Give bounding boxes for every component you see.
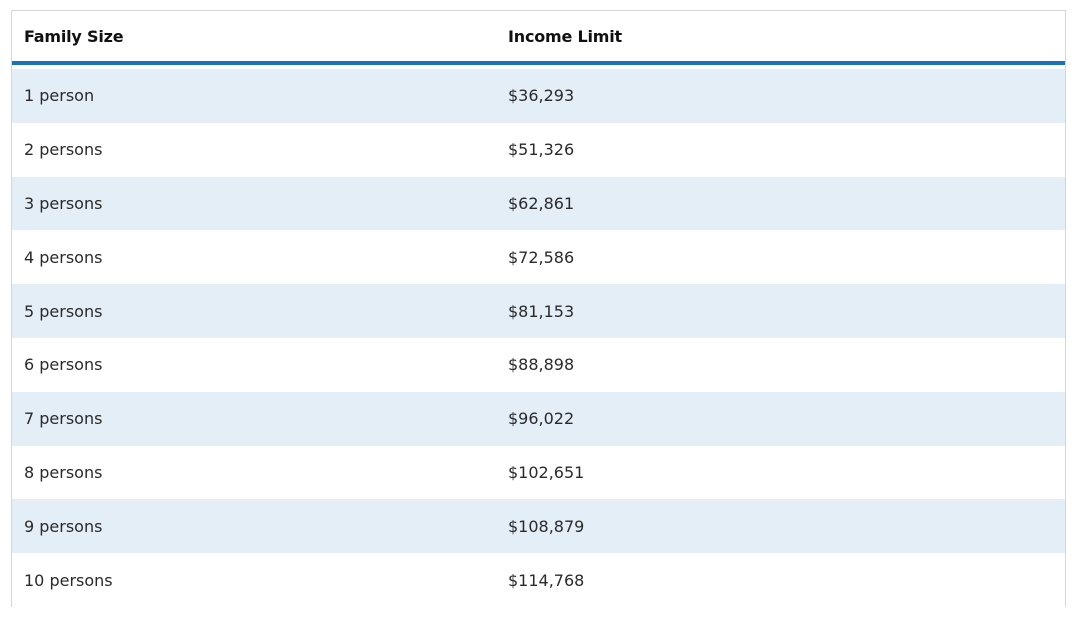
family-size-cell: 10 persons bbox=[24, 570, 113, 590]
family-size-cell: 7 persons bbox=[24, 409, 103, 429]
table-row: 1 person $36,293 bbox=[12, 69, 1065, 123]
income-limit-cell: $72,586 bbox=[508, 247, 575, 267]
family-size-cell: 2 persons bbox=[24, 140, 103, 160]
table-row: 10 persons $114,768 bbox=[12, 553, 1065, 607]
family-size-cell: 5 persons bbox=[24, 301, 103, 321]
income-limit-cell: $51,326 bbox=[508, 140, 575, 160]
table-row: 4 persons $72,586 bbox=[12, 230, 1065, 285]
table-row: 5 persons $81,153 bbox=[12, 284, 1065, 338]
table-row: 7 persons $96,022 bbox=[12, 391, 1065, 446]
table-header-row: Family Size Income Limit bbox=[12, 11, 1065, 65]
income-limit-cell: $62,861 bbox=[508, 193, 575, 213]
income-limit-cell: $102,651 bbox=[508, 462, 585, 482]
header-income-limit: Income Limit bbox=[508, 26, 622, 46]
income-limit-cell: $108,879 bbox=[508, 516, 585, 536]
table-row: 6 persons $88,898 bbox=[12, 337, 1065, 392]
table-body: 1 person $36,293 2 persons $51,326 3 per… bbox=[12, 69, 1065, 607]
income-limit-cell: $88,898 bbox=[508, 355, 575, 375]
family-size-cell: 6 persons bbox=[24, 355, 103, 375]
table-row: 2 persons $51,326 bbox=[12, 122, 1065, 177]
family-size-cell: 9 persons bbox=[24, 516, 103, 536]
family-size-cell: 1 person bbox=[24, 86, 95, 106]
table-row: 9 persons $108,879 bbox=[12, 499, 1065, 554]
table-row: 3 persons $62,861 bbox=[12, 176, 1065, 231]
income-limit-cell: $96,022 bbox=[508, 409, 575, 429]
income-limit-table: Family Size Income Limit 1 person $36,29… bbox=[11, 10, 1066, 607]
income-limit-cell: $36,293 bbox=[508, 86, 575, 106]
family-size-cell: 3 persons bbox=[24, 193, 103, 213]
income-limit-cell: $114,768 bbox=[508, 570, 585, 590]
header-family-size: Family Size bbox=[24, 26, 124, 46]
income-limit-cell: $81,153 bbox=[508, 301, 575, 321]
table-row: 8 persons $102,651 bbox=[12, 445, 1065, 500]
family-size-cell: 8 persons bbox=[24, 462, 103, 482]
family-size-cell: 4 persons bbox=[24, 247, 103, 267]
